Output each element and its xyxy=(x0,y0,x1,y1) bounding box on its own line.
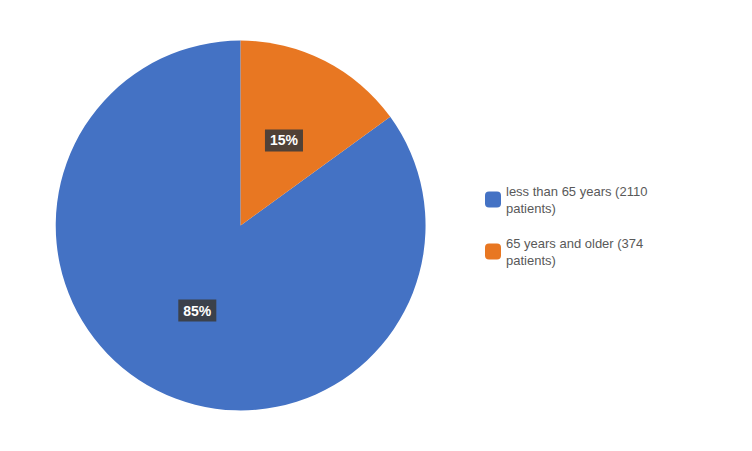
svg-text:less than 65 years (2110: less than 65 years (2110 xyxy=(506,184,647,199)
svg-text:85%: 85% xyxy=(183,303,212,319)
svg-text:15%: 15% xyxy=(270,132,299,148)
svg-text:patients): patients) xyxy=(506,253,556,268)
svg-text:65 years and older (374: 65 years and older (374 xyxy=(506,236,643,251)
svg-text:patients): patients) xyxy=(506,201,556,216)
